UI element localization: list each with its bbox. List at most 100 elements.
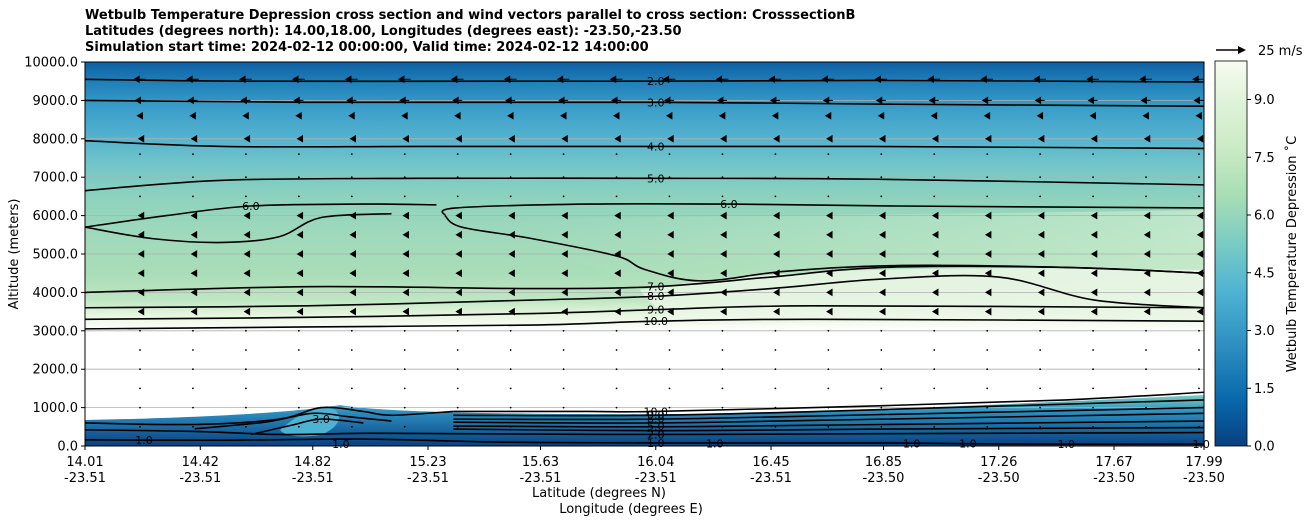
wind-vector — [455, 269, 462, 278]
wind-vector — [139, 329, 141, 332]
contour-label: 1.0 — [903, 438, 921, 451]
wind-vector — [1196, 269, 1204, 278]
wind-vector — [562, 153, 565, 156]
wind-vector — [1142, 111, 1149, 120]
wind-vector — [933, 329, 936, 332]
wind-vector — [1145, 349, 1147, 351]
colorbar: 0.0 1.5 3.0 4.5 6.0 7.5 9.0 Wetbulb Temperatur… — [1214, 60, 1300, 455]
wind-vector — [1039, 329, 1042, 332]
wind-vector — [1145, 406, 1147, 409]
wind-vector — [402, 230, 409, 239]
contour-line — [453, 391, 1204, 413]
wind-vector — [824, 111, 832, 120]
wind-vector — [984, 211, 992, 220]
contour-label: 9.0 — [647, 409, 665, 422]
wind-vector — [931, 250, 939, 258]
wind-vector — [561, 288, 568, 297]
wind-vector — [508, 250, 515, 258]
wind-vector — [239, 75, 252, 84]
wind-vector — [243, 134, 251, 143]
wind-vector — [931, 307, 939, 316]
wind-vector — [190, 307, 198, 316]
wind-vector — [1198, 176, 1200, 179]
wind-vector — [403, 176, 406, 179]
wind-vector — [350, 176, 353, 179]
wind-vector — [612, 111, 620, 120]
wind-vector — [774, 195, 777, 198]
wind-vector — [826, 250, 833, 258]
wind-vector — [1033, 75, 1046, 84]
wind-vector — [615, 176, 618, 179]
contour-line — [85, 265, 1204, 294]
wind-vector — [614, 230, 621, 239]
quiver-key-label: 25 m/s — [1258, 44, 1303, 59]
wind-vector — [986, 368, 989, 371]
wind-vector — [720, 288, 727, 297]
wind-vector — [927, 75, 941, 84]
wind-vector — [350, 387, 353, 390]
wind-vector — [1090, 269, 1098, 278]
wind-vector — [667, 307, 674, 316]
wind-vector — [1143, 307, 1151, 316]
wind-vector — [402, 211, 409, 220]
wind-vector — [455, 288, 462, 297]
x-tick-label-lat: 17.67 — [1095, 455, 1132, 470]
wind-vector — [509, 329, 512, 332]
wind-vector — [931, 230, 939, 239]
wind-vector — [879, 230, 886, 239]
wind-vector — [1092, 176, 1094, 179]
wind-vector — [139, 387, 141, 390]
wind-vector — [509, 387, 512, 390]
contour-line — [250, 418, 364, 436]
wind-vector — [1037, 307, 1045, 316]
wind-vector — [452, 96, 463, 105]
contour-label: 4.0 — [647, 140, 665, 153]
wind-vector — [1196, 230, 1204, 239]
x-tick-label-lon: -23.50 — [978, 471, 1020, 486]
wind-vector — [614, 250, 621, 258]
wind-vector — [774, 406, 777, 409]
wind-vector — [880, 329, 883, 332]
wind-vector — [1193, 96, 1204, 105]
wind-vector — [668, 195, 671, 198]
x-tick-label-lat: 14.42 — [182, 455, 219, 470]
wind-vector — [350, 195, 353, 198]
wind-vector — [402, 269, 409, 278]
wind-vector — [1143, 230, 1151, 239]
wind-vector — [720, 211, 727, 220]
wind-vector — [933, 176, 936, 179]
wind-vector — [137, 288, 145, 297]
wind-vector — [773, 211, 780, 220]
wind-vector — [721, 425, 724, 428]
wind-vector — [822, 96, 833, 105]
wind-vector — [662, 75, 676, 84]
wind-vector — [403, 425, 406, 428]
wind-vector — [826, 230, 833, 239]
wind-vector — [190, 211, 198, 220]
contour-label: 10.0 — [643, 315, 668, 328]
wind-vector — [139, 406, 141, 409]
wind-vector — [349, 211, 356, 220]
wind-vector — [1086, 75, 1099, 84]
x-tick-label-lat: 17.99 — [1185, 455, 1222, 470]
wind-vector — [137, 211, 145, 220]
wind-vector — [509, 425, 512, 428]
wind-vector — [503, 75, 517, 84]
wind-vector — [874, 75, 888, 84]
wind-vector — [668, 425, 671, 428]
wind-vector — [245, 153, 247, 156]
wind-vector — [187, 96, 198, 105]
wind-vector — [827, 387, 830, 390]
wind-vector — [984, 269, 992, 278]
wind-vector — [721, 153, 724, 156]
contour-label: 1.0 — [959, 438, 977, 451]
wind-vector — [350, 425, 353, 428]
x-tick-label-lon: -23.51 — [292, 471, 334, 486]
wind-vector — [139, 153, 141, 156]
wind-vector — [1090, 307, 1098, 316]
wind-vector — [403, 368, 406, 371]
wind-vector — [192, 387, 194, 390]
wind-vector — [879, 250, 886, 258]
wind-vector — [397, 75, 411, 84]
wind-vector — [721, 195, 724, 198]
